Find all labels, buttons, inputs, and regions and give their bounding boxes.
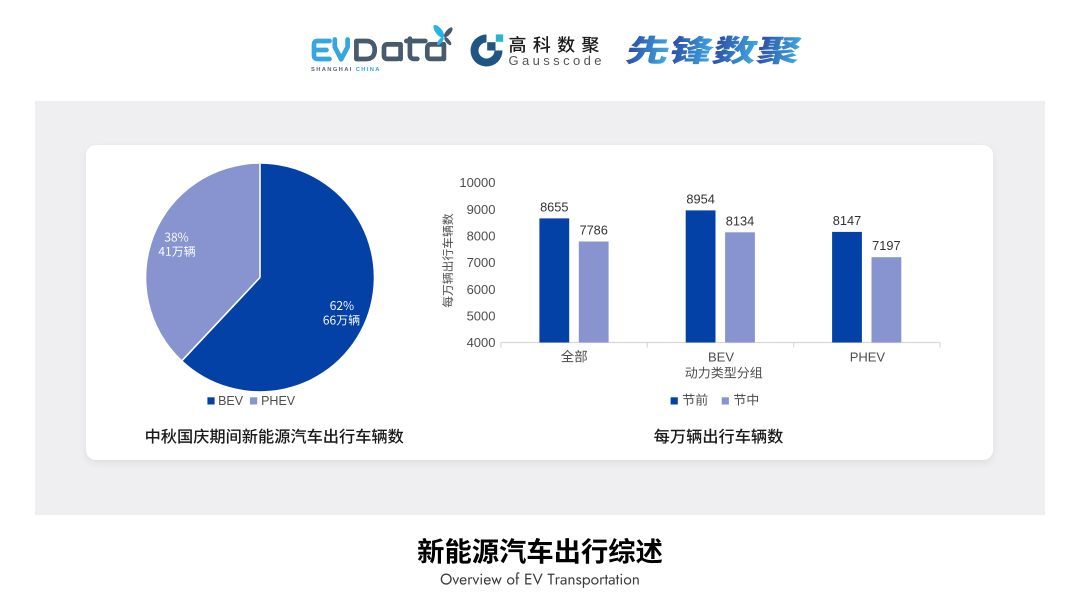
svg-text:9000: 9000	[467, 202, 496, 217]
svg-text:5000: 5000	[467, 308, 496, 323]
svg-text:4000: 4000	[467, 335, 496, 350]
svg-text:8954: 8954	[686, 191, 714, 206]
svg-text:7786: 7786	[579, 223, 607, 238]
svg-text:7000: 7000	[467, 255, 496, 270]
svg-text:8147: 8147	[833, 213, 861, 228]
svg-text:8000: 8000	[467, 228, 496, 243]
svg-text:BEV: BEV	[218, 394, 244, 408]
svg-text:PHEV: PHEV	[850, 349, 886, 364]
svg-text:PHEV: PHEV	[261, 394, 296, 408]
svg-text:7197: 7197	[872, 238, 900, 253]
svg-text:6000: 6000	[467, 282, 496, 297]
svg-text:8655: 8655	[540, 199, 568, 214]
svg-text:BEV: BEV	[708, 349, 734, 364]
svg-text:10000: 10000	[459, 175, 495, 190]
svg-text:8134: 8134	[726, 213, 754, 228]
